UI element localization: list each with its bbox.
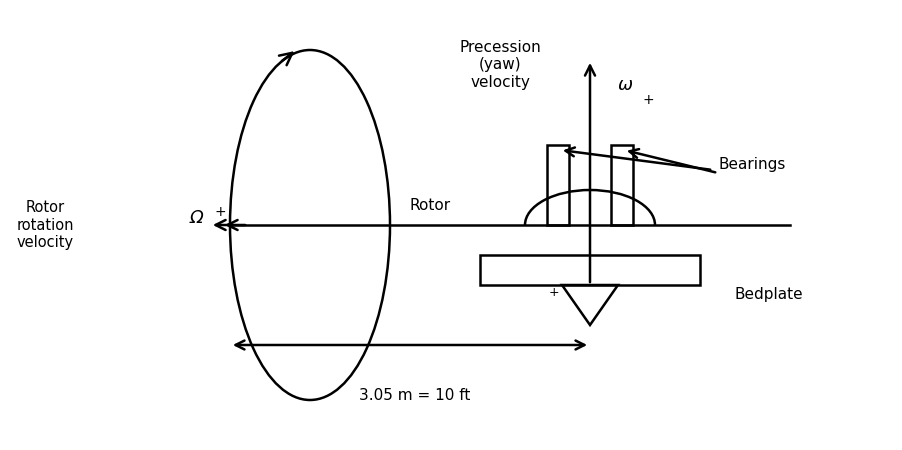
Text: ω: ω: [617, 76, 632, 94]
Bar: [547, 145, 568, 225]
Text: Rotor
rotation
velocity: Rotor rotation velocity: [16, 200, 74, 250]
Text: +: +: [641, 93, 653, 107]
Text: Ω: Ω: [189, 209, 203, 227]
Text: Rotor: Rotor: [409, 198, 450, 212]
Text: +: +: [548, 287, 558, 300]
Text: +: +: [214, 205, 226, 219]
Bar: [611, 145, 632, 225]
Text: Precession
(yaw)
velocity: Precession (yaw) velocity: [458, 40, 540, 90]
Text: Bedplate: Bedplate: [734, 288, 803, 302]
Text: 3.05 m = 10 ft: 3.05 m = 10 ft: [359, 388, 470, 403]
Text: Bearings: Bearings: [717, 158, 785, 172]
Bar: [480, 255, 699, 285]
